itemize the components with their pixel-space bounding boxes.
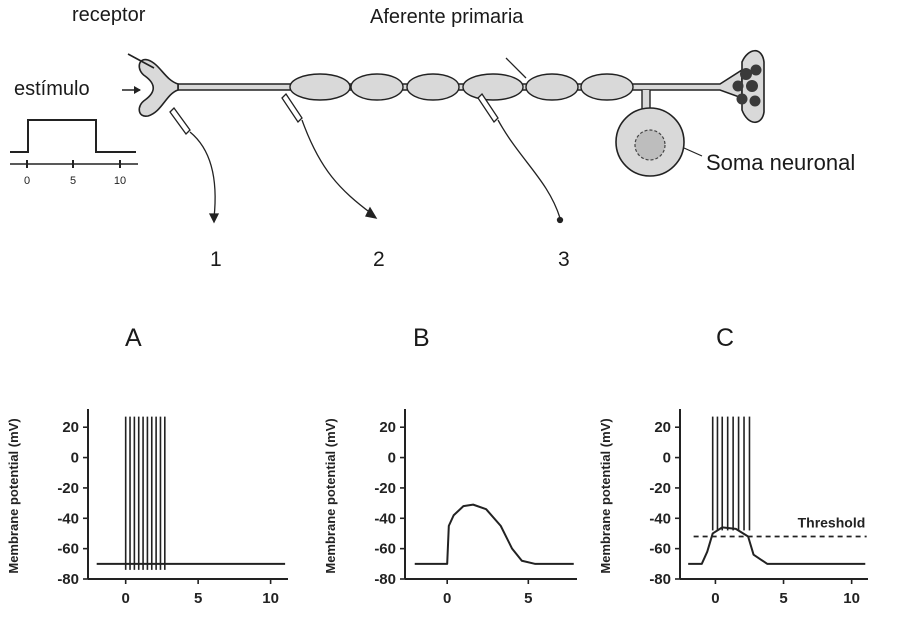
y-axis-label: Membrane potential (mV) bbox=[6, 418, 21, 573]
y-tick-label: 20 bbox=[379, 419, 396, 436]
electrode-2-label: 2 bbox=[373, 248, 385, 271]
receptor-ending bbox=[138, 58, 179, 117]
x-tick-label: 0 bbox=[711, 590, 719, 607]
x-tick-label: 5 bbox=[194, 590, 202, 607]
y-tick-label: -40 bbox=[57, 510, 79, 527]
electrode-3-label: 3 bbox=[558, 248, 570, 271]
y-tick-label: 0 bbox=[388, 450, 396, 467]
y-tick-label: 20 bbox=[654, 419, 671, 436]
y-tick-label: -60 bbox=[374, 541, 396, 558]
y-tick-label: 20 bbox=[62, 419, 79, 436]
y-axis-label: Membrane potential (mV) bbox=[598, 418, 613, 573]
membrane-potential-trace bbox=[688, 526, 866, 565]
myelin-sheath bbox=[289, 73, 634, 101]
electrode-3 bbox=[477, 57, 564, 224]
receptor-fiber bbox=[127, 53, 155, 69]
nucleus bbox=[634, 129, 666, 161]
y-tick-label: -20 bbox=[374, 480, 396, 497]
axon-terminal bbox=[732, 49, 765, 124]
threshold-label: Threshold bbox=[798, 515, 866, 531]
y-tick-label: -80 bbox=[57, 571, 79, 588]
receptor-label: receptor bbox=[72, 4, 146, 26]
x-tick-label: 10 bbox=[843, 590, 860, 607]
plot-panel-A: 20 0 -20 -40 -60 -80 0 5 10 Membrane potential (m… bbox=[6, 409, 288, 607]
stimulus-tick-0: 0 bbox=[24, 175, 30, 187]
panel-a-title: A bbox=[125, 324, 142, 352]
panel-b-title: B bbox=[413, 324, 430, 352]
axon bbox=[177, 68, 743, 100]
stimulus-tick-10: 10 bbox=[114, 175, 126, 187]
y-tick-label: -60 bbox=[57, 541, 79, 558]
myelin-segment bbox=[525, 73, 579, 101]
x-tick-label: 0 bbox=[443, 590, 451, 607]
afferent-label: Aferente primaria bbox=[370, 6, 524, 28]
generator-potential-trace bbox=[414, 503, 574, 565]
neuron-soma bbox=[615, 90, 703, 177]
soma-label: Soma neuronal bbox=[706, 150, 856, 175]
myelin-segment bbox=[289, 73, 351, 101]
x-tick-label: 5 bbox=[524, 590, 532, 607]
myelin-segment bbox=[580, 73, 634, 101]
axon-shaft bbox=[177, 68, 743, 100]
x-tick-label: 10 bbox=[262, 590, 279, 607]
y-tick-label: 0 bbox=[71, 450, 79, 467]
myelin-segment bbox=[350, 73, 404, 101]
plot-panel-C: 20 0 -20 -40 -60 -80 0 5 10 Membrane potential (m… bbox=[598, 409, 868, 607]
membrane-potential-plots: 20 0 -20 -40 -60 -80 0 5 10 Membrane potential (m… bbox=[6, 409, 868, 607]
y-tick-label: -60 bbox=[649, 541, 671, 558]
stimulus-pulse bbox=[10, 119, 138, 168]
y-tick-label: -80 bbox=[374, 571, 396, 588]
stimulus-arrow bbox=[122, 86, 141, 94]
plot-panel-B: 20 0 -20 -40 -60 -80 0 5 Membrane potential (mV) bbox=[323, 409, 577, 607]
stimulus-label: estímulo bbox=[14, 78, 90, 100]
electrode-1-label: 1 bbox=[210, 248, 222, 271]
myelin-segment bbox=[406, 73, 460, 101]
electrode-1 bbox=[169, 107, 220, 224]
y-tick-label: -80 bbox=[649, 571, 671, 588]
stimulus-tick-5: 5 bbox=[70, 175, 76, 187]
panel-c-title: C bbox=[716, 324, 735, 352]
y-tick-label: -20 bbox=[649, 480, 671, 497]
afferent-pointer bbox=[505, 57, 527, 79]
y-axis-label: Membrane potential (mV) bbox=[323, 418, 338, 573]
x-tick-label: 0 bbox=[122, 590, 130, 607]
x-tick-label: 5 bbox=[779, 590, 787, 607]
y-tick-label: -20 bbox=[57, 480, 79, 497]
y-tick-label: -40 bbox=[374, 510, 396, 527]
y-tick-label: 0 bbox=[663, 450, 671, 467]
electrode-2 bbox=[281, 92, 378, 219]
myelin-segment bbox=[462, 73, 524, 101]
y-tick-label: -40 bbox=[649, 510, 671, 527]
